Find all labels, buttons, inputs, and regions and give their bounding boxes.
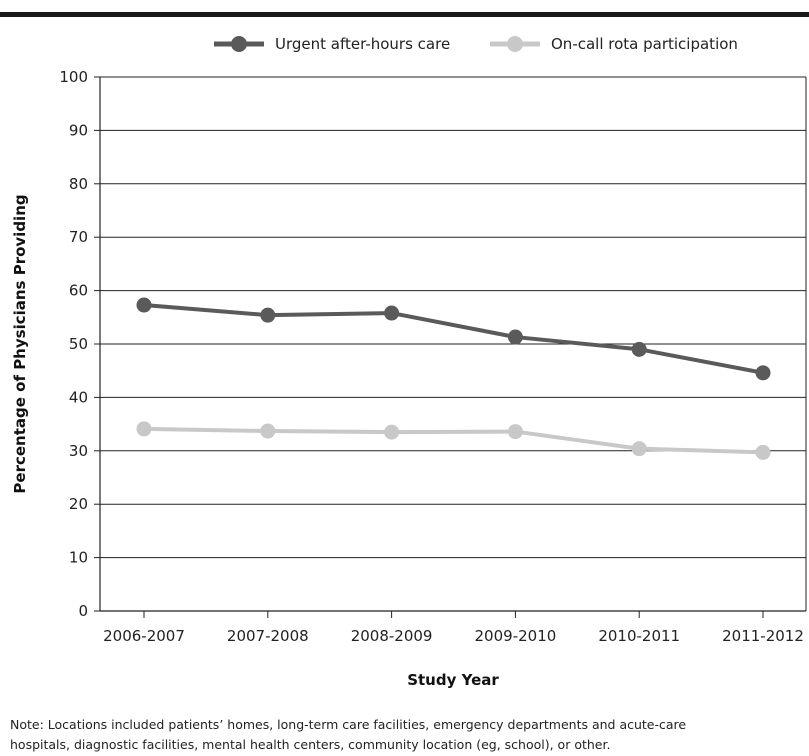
- x-tick-label: 2006-2007: [103, 627, 185, 645]
- data-point-s0-1: [260, 307, 276, 323]
- data-point-s1-2: [384, 424, 400, 440]
- note-line-2: hospitals, diagnostic facilities, mental…: [10, 737, 610, 752]
- data-point-s1-3: [507, 424, 523, 440]
- y-tick-label: 40: [69, 388, 88, 406]
- y-tick-label: 70: [69, 228, 88, 246]
- x-tick-label: 2009-2010: [475, 627, 557, 645]
- legend-label-urgent: Urgent after-hours care: [275, 35, 450, 53]
- y-tick-label: 10: [69, 549, 88, 567]
- legend-marker-oncall: [507, 36, 523, 52]
- y-axis-ticks: 0 10 20 30 40 50 60 70 80 90 100: [59, 68, 100, 620]
- data-point-s0-4: [631, 341, 647, 357]
- y-tick-label: 50: [69, 335, 88, 353]
- series-line-0: [142, 303, 765, 375]
- x-axis-ticks: 2006-2007 2007-2008 2008-2009 2009-2010 2010…: [103, 611, 804, 645]
- data-point-s0-3: [507, 329, 523, 345]
- series-line-1: [142, 426, 765, 455]
- x-axis-title: Study Year: [407, 671, 499, 689]
- data-point-s0-2: [384, 305, 400, 321]
- x-tick-label: 2011-2012: [722, 627, 804, 645]
- x-tick-label: 2007-2008: [227, 627, 309, 645]
- data-point-s1-1: [260, 423, 276, 439]
- y-tick-label: 90: [69, 121, 88, 139]
- data-point-s0-0: [136, 297, 152, 313]
- legend-label-oncall: On-call rota participation: [551, 35, 738, 53]
- y-tick-label: 60: [69, 282, 88, 300]
- top-rule: [0, 12, 809, 17]
- x-tick-label: 2008-2009: [351, 627, 433, 645]
- x-tick-label: 2010-2011: [598, 627, 680, 645]
- y-tick-label: 20: [69, 495, 88, 513]
- data-point-s0-5: [755, 365, 771, 381]
- gridlines: [100, 76, 806, 559]
- y-axis-title: Percentage of Physicians Providing: [11, 194, 29, 493]
- y-tick-label: 30: [69, 442, 88, 460]
- note-line-1: Note: Locations included patients’ homes…: [10, 717, 686, 732]
- data-point-s1-5: [755, 444, 771, 460]
- series-group: [136, 297, 771, 460]
- legend: Urgent after-hours care On-call rota par…: [214, 35, 738, 53]
- data-point-s1-0: [136, 421, 152, 437]
- y-tick-label: 0: [78, 602, 88, 620]
- y-tick-label: 80: [69, 175, 88, 193]
- legend-marker-urgent: [231, 36, 247, 52]
- y-tick-label: 100: [59, 68, 88, 86]
- data-point-s1-4: [631, 441, 647, 457]
